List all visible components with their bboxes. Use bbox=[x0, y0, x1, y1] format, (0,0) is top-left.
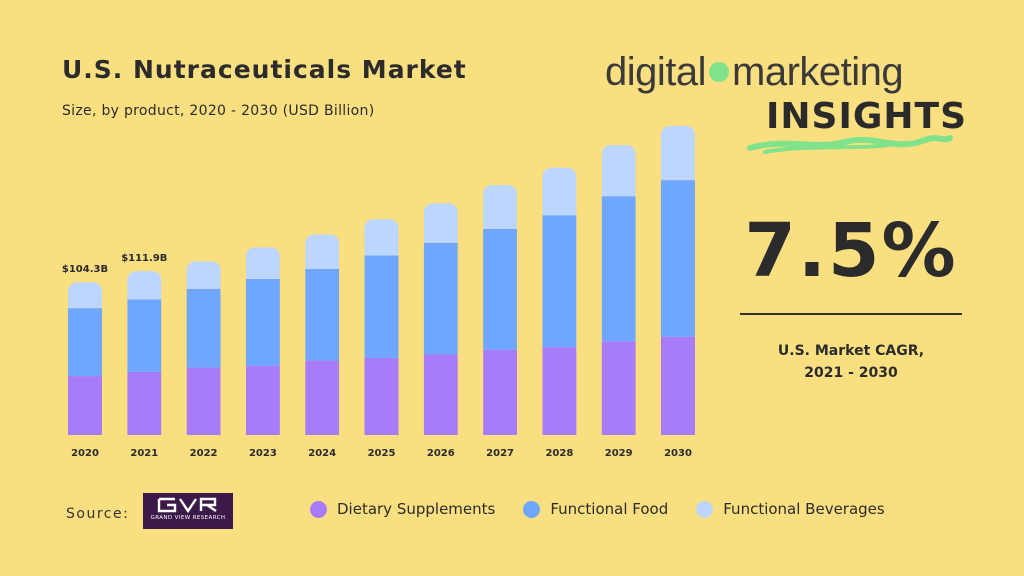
legend-swatch-functional-food bbox=[523, 500, 541, 518]
legend-swatch-functional-beverages bbox=[696, 500, 714, 518]
bar-functional-food-2030 bbox=[661, 180, 695, 337]
bar-group-2024 bbox=[305, 234, 340, 435]
bar-functional-food-2021 bbox=[127, 299, 162, 372]
x-tick-label-2029: 2029 bbox=[605, 448, 633, 459]
bar-group-2021 bbox=[127, 271, 162, 435]
bar-group-2028 bbox=[542, 167, 577, 435]
x-tick-label-2027: 2027 bbox=[486, 448, 514, 459]
brand-word-marketing: marketing bbox=[732, 50, 904, 94]
bar-group-2025 bbox=[364, 219, 399, 435]
cagr-label-line1: U.S. Market CAGR, bbox=[777, 343, 925, 359]
legend-item-functional-food: Functional Food bbox=[523, 500, 668, 518]
brand-dot-icon bbox=[709, 62, 730, 83]
bar-functional-food-2022 bbox=[186, 288, 221, 368]
bar-functional-food-2020 bbox=[68, 308, 102, 377]
bar-group-2026 bbox=[423, 203, 458, 435]
bar-group-2029 bbox=[601, 144, 636, 435]
bar-dietary-supplements-2029 bbox=[601, 341, 636, 435]
bar-functional-beverages-2022 bbox=[186, 261, 221, 289]
chart-subtitle: Size, by product, 2020 - 2030 (USD Billi… bbox=[62, 103, 375, 119]
bar-functional-food-2026 bbox=[423, 242, 458, 355]
brand-word-digital: digital bbox=[605, 50, 707, 94]
bar-functional-food-2029 bbox=[601, 196, 636, 342]
x-tick-label-2025: 2025 bbox=[368, 448, 396, 459]
bar-dietary-supplements-2027 bbox=[483, 349, 518, 435]
bar-functional-beverages-2020 bbox=[68, 282, 102, 309]
bar-functional-food-2024 bbox=[305, 269, 340, 361]
bar-dietary-supplements-2022 bbox=[186, 367, 221, 435]
x-tick-label-2021: 2021 bbox=[130, 448, 158, 459]
x-tick-label-2023: 2023 bbox=[249, 448, 277, 459]
bar-functional-food-2027 bbox=[483, 228, 518, 350]
bar-dietary-supplements-2020 bbox=[68, 376, 102, 435]
data-label-2021: $111.9B bbox=[121, 253, 167, 264]
bar-dietary-supplements-2025 bbox=[364, 357, 399, 435]
bar-dietary-supplements-2030 bbox=[661, 336, 695, 435]
bar-dietary-supplements-2021 bbox=[127, 371, 162, 435]
bar-group-2023 bbox=[245, 247, 280, 435]
x-tick-label-2028: 2028 bbox=[545, 448, 573, 459]
x-tick-label-2030: 2030 bbox=[664, 448, 692, 459]
bar-functional-beverages-2028 bbox=[542, 167, 577, 216]
brand-logo: digital marketing bbox=[605, 50, 904, 95]
bar-group-2022 bbox=[186, 261, 221, 435]
bar-functional-beverages-2021 bbox=[127, 271, 162, 300]
bar-functional-beverages-2024 bbox=[305, 234, 340, 270]
squiggle-underline-icon bbox=[747, 135, 953, 154]
x-tick-label-2024: 2024 bbox=[308, 448, 336, 459]
bar-functional-beverages-2029 bbox=[601, 144, 636, 197]
cagr-divider bbox=[740, 313, 962, 315]
cagr-label: U.S. Market CAGR, 2021 - 2030 bbox=[740, 340, 962, 384]
brand-insights: INSIGHTS bbox=[766, 96, 968, 137]
x-tick-label-2026: 2026 bbox=[427, 448, 455, 459]
bar-dietary-supplements-2028 bbox=[542, 347, 577, 435]
bar-functional-food-2025 bbox=[364, 255, 399, 358]
bar-dietary-supplements-2023 bbox=[245, 365, 280, 435]
bar-group-2030 bbox=[661, 125, 695, 435]
bar-functional-beverages-2027 bbox=[483, 184, 518, 229]
bar-functional-food-2023 bbox=[245, 278, 280, 366]
bar-dietary-supplements-2026 bbox=[423, 354, 458, 435]
bar-functional-beverages-2023 bbox=[245, 247, 280, 279]
legend-label-functional-food: Functional Food bbox=[550, 500, 669, 518]
legend-swatch-dietary bbox=[310, 500, 327, 518]
bar-functional-food-2028 bbox=[542, 215, 577, 348]
legend-item-functional-beverages: Functional Beverages bbox=[696, 500, 885, 518]
bar-functional-beverages-2030 bbox=[661, 125, 695, 181]
legend-item-dietary: Dietary Supplements bbox=[310, 500, 495, 518]
x-tick-label-2022: 2022 bbox=[190, 448, 218, 459]
bar-group-2027 bbox=[483, 184, 518, 435]
bar-functional-beverages-2025 bbox=[364, 219, 399, 256]
cagr-value: 7.5% bbox=[744, 208, 958, 294]
data-label-2020: $104.3B bbox=[62, 264, 108, 275]
bar-group-2020 bbox=[68, 282, 102, 435]
x-tick-label-2020: 2020 bbox=[71, 448, 99, 459]
grand-view-research-logo: GRAND VIEW RESEARCH bbox=[143, 493, 233, 529]
legend-label-functional-beverages: Functional Beverages bbox=[723, 500, 885, 518]
gvr-logo-text: GRAND VIEW RESEARCH bbox=[150, 515, 226, 521]
chart-legend: Dietary Supplements Functional Food Func… bbox=[310, 500, 885, 518]
legend-label-dietary: Dietary Supplements bbox=[337, 500, 496, 518]
cagr-label-line2: 2021 - 2030 bbox=[804, 365, 898, 381]
gvr-mark-icon bbox=[157, 497, 217, 513]
bar-functional-beverages-2026 bbox=[423, 203, 458, 243]
bar-dietary-supplements-2024 bbox=[305, 360, 340, 435]
chart-title: U.S. Nutraceuticals Market bbox=[62, 55, 467, 84]
stacked-bar-chart: 2020 $104.3B 2021 $111.9B 2022 2023 2024 2025 20… bbox=[62, 125, 695, 459]
source-label: Source: bbox=[66, 506, 130, 522]
